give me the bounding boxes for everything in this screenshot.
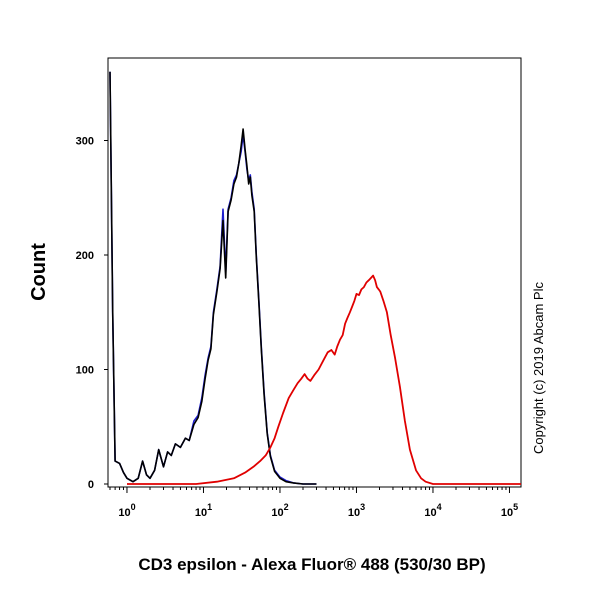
y-axis-ticks: 0 100 200 300 [76,136,108,491]
x-axis-title: CD3 epsilon - Alexa Fluor® 488 (530/30 B… [138,555,485,574]
y-tick-label: 200 [76,250,94,262]
histogram-line-1 [109,71,317,485]
y-tick-label: 100 [76,365,94,377]
x-tick-label: 104 [424,502,441,519]
x-tick-label: 100 [118,502,135,519]
copyright-annotation: Copyright (c) 2019 Abcam Plc [531,282,546,454]
x-tick-label: 103 [348,502,365,519]
y-tick-label: 0 [88,479,94,491]
x-tick-label: 105 [501,502,518,519]
histogram-line-2 [109,71,317,485]
x-tick-label: 102 [271,502,288,519]
y-axis-title: Count [28,243,50,301]
plot-frame [107,57,522,488]
x-tick-label: 101 [195,502,212,519]
x-axis-ticks: 100 101 102 103 104 105 [109,487,518,519]
y-tick-label: 300 [76,136,94,148]
histogram-line-3 [127,274,521,485]
histogram-series [109,71,521,485]
